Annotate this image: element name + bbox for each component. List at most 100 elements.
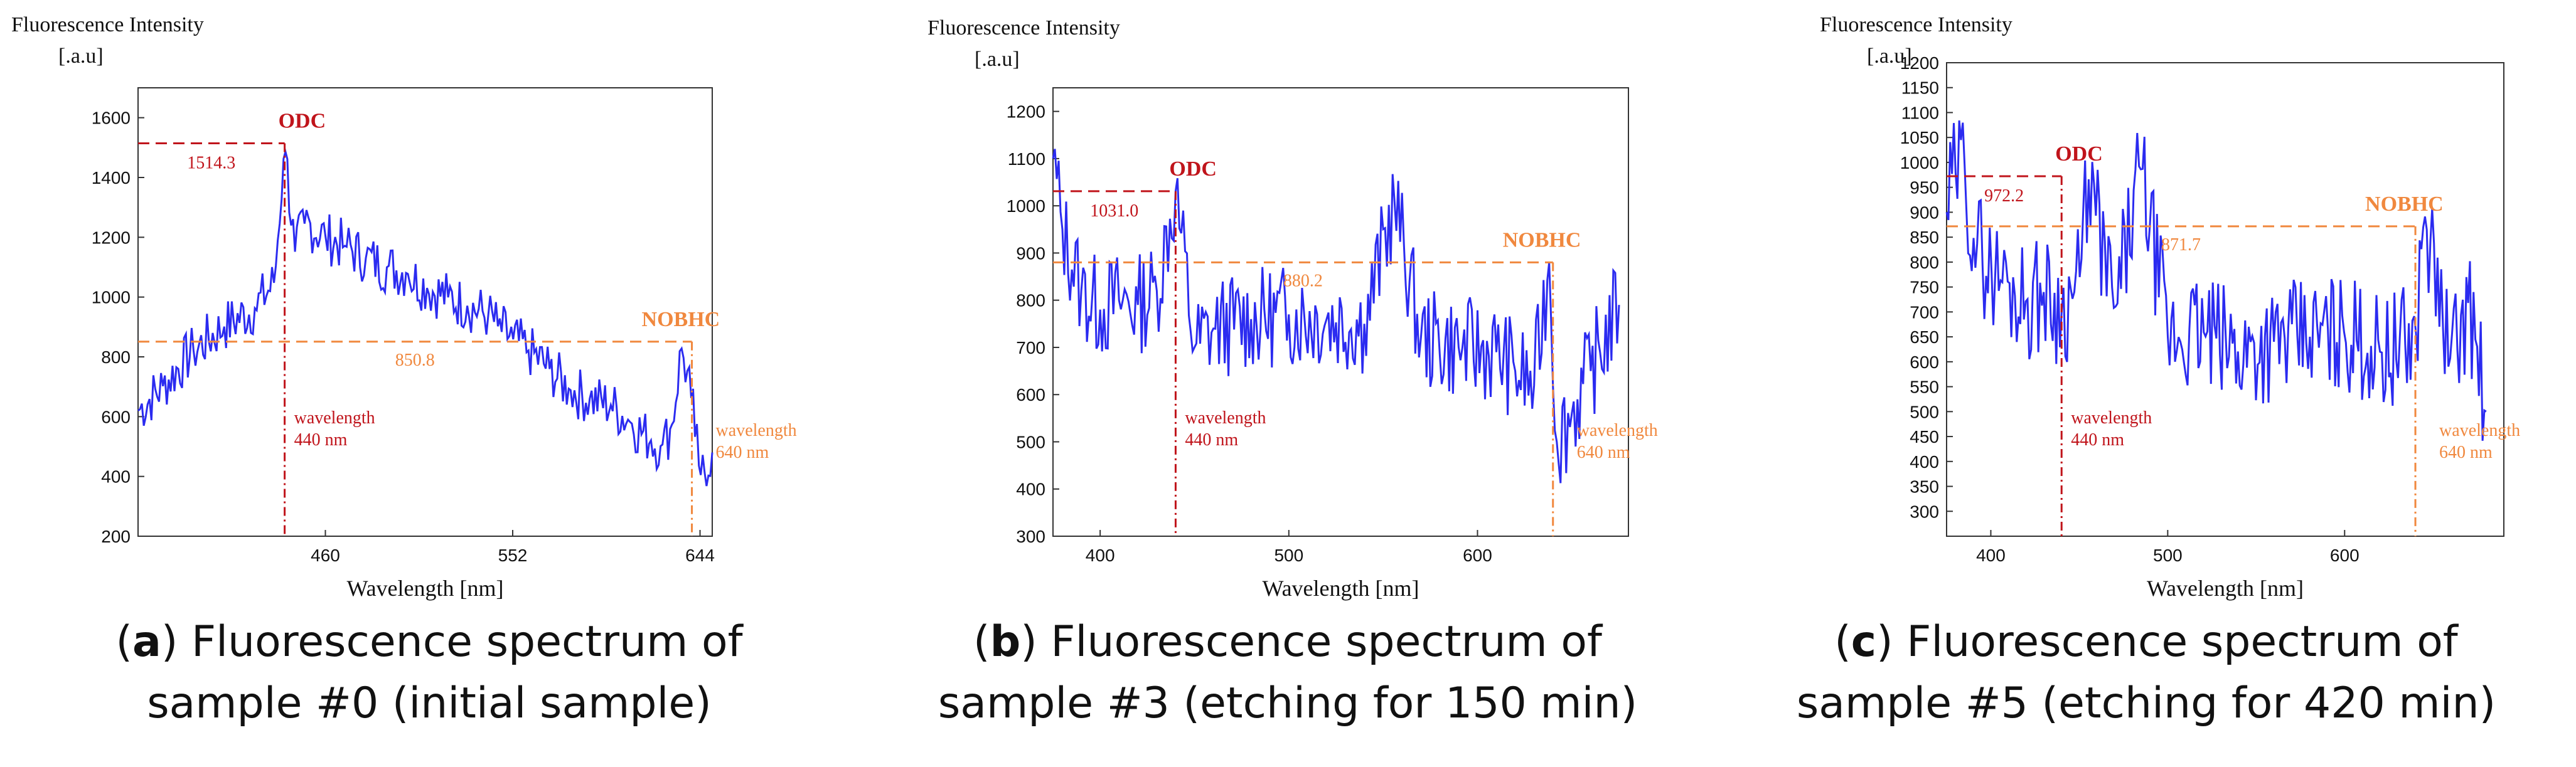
chart-b-y-axis-unit: [.a.u] <box>975 48 1020 71</box>
chart-a-x-axis-title: Wavelength [nm] <box>346 576 503 601</box>
chart-c-odc-label: ODC <box>2055 142 2103 166</box>
chart-c-y-tick-label-16: 1100 <box>1901 103 1939 122</box>
chart-b-nobhc-wavelength-text: wavelength <box>1577 421 1658 440</box>
chart-a-y-tick-label-1: 400 <box>101 467 131 487</box>
caption-c-letter: c <box>1851 617 1877 667</box>
caption-c-line1: Fluorescence spectrum of <box>1893 617 2458 667</box>
chart-a-x-tick-label-2: 644 <box>685 546 715 565</box>
chart-c-nobhc-wavelength-value: 640 nm <box>2439 443 2493 462</box>
chart-c-y-tick-label-18: 1200 <box>1900 53 1939 73</box>
chart-b-y-tick-label-6: 900 <box>1016 243 1045 263</box>
chart-b-y-axis-title: Fluorescence Intensity <box>927 16 1120 40</box>
chart-b-y-tick-label-8: 1100 <box>1008 149 1045 169</box>
chart-c-x-tick-label-0: 400 <box>1976 546 2006 565</box>
chart-c-y-tick-label-3: 450 <box>1910 427 1939 447</box>
chart-b-x-axis-title: Wavelength [nm] <box>1262 576 1419 601</box>
chart-b-odc-value-label: 1031.0 <box>1090 201 1138 221</box>
chart-c-x-axis-title: Wavelength [nm] <box>2147 576 2304 601</box>
chart-a-y-tick-label-0: 200 <box>101 527 131 546</box>
chart-c-y-tick-label-12: 900 <box>1910 203 1939 222</box>
chart-c-y-tick-label-9: 750 <box>1910 278 1939 297</box>
chart-a-odc-wavelength-value: 440 nm <box>294 430 348 450</box>
chart-a-plot-frame <box>137 87 713 537</box>
chart-c-y-tick-label-5: 550 <box>1910 378 1939 397</box>
caption-c-close: ) <box>1876 617 1893 667</box>
chart-b-y-tick-label-7: 1000 <box>1007 196 1045 216</box>
chart-b-x-tick-label-1: 500 <box>1274 546 1303 565</box>
chart-a-y-tick-label-4: 1000 <box>92 288 131 307</box>
chart-c-y-tick-label-13: 950 <box>1910 178 1939 198</box>
chart-a-odc-value-label: 1514.3 <box>187 154 235 173</box>
caption-b: (b) Fluorescence spectrum of sample #3 (… <box>858 611 1717 756</box>
chart-c-y-tick-label-17: 1150 <box>1901 78 1939 98</box>
chart-c-y-tick-label-4: 500 <box>1910 402 1939 421</box>
chart-a-y-axis-unit: [.a.u] <box>58 45 104 68</box>
chart-c-y-tick-label-8: 700 <box>1910 302 1939 322</box>
chart-c-y-axis-title: Fluorescence Intensity <box>1820 13 2012 36</box>
caption-a-line1: Fluorescence spectrum of <box>178 617 743 667</box>
chart-c-y-tick-label-6: 600 <box>1910 352 1939 372</box>
chart-a-nobhc-label: NOBHC <box>642 308 720 331</box>
chart-a-x-tick-label-0: 460 <box>311 546 340 565</box>
chart-c-nobhc-value-label: 871.7 <box>2161 235 2201 255</box>
chart-c-odc-wavelength-text: wavelength <box>2071 408 2152 428</box>
chart-c-y-axis-unit: [.a.u] <box>1867 45 1912 68</box>
chart-a-odc-wavelength-text: wavelength <box>294 408 375 428</box>
caption-a-line2: sample #0 (initial sample) <box>147 679 712 728</box>
chart-b-nobhc-value-label: 880.2 <box>1283 271 1323 290</box>
caption-a: (a) Fluorescence spectrum of sample #0 (… <box>0 611 858 756</box>
chart-b-y-tick-label-9: 1200 <box>1007 102 1045 122</box>
caption-b-line2: sample #3 (etching for 150 min) <box>938 679 1638 728</box>
chart-a-y-tick-label-5: 1200 <box>92 228 131 247</box>
chart-b-x-tick-label-2: 600 <box>1463 546 1492 565</box>
caption-b-close: ) <box>1020 617 1037 667</box>
chart-a-nobhc-wavelength-value: 640 nm <box>716 443 769 462</box>
chart-a-y-axis-title: Fluorescence Intensity <box>11 13 204 36</box>
chart-a-odc-label: ODC <box>279 110 326 133</box>
caption-a-open: ( <box>115 617 132 667</box>
chart-c-spectrum-line <box>1945 120 2487 441</box>
caption-a-letter: a <box>132 617 161 667</box>
chart-b-plot-frame <box>1052 87 1629 537</box>
chart-b-odc-wavelength-value: 440 nm <box>1185 430 1238 450</box>
caption-c-line2: sample #5 (etching for 420 min) <box>1796 679 2496 728</box>
chart-b-spectrum-line <box>1052 149 1620 484</box>
chart-c-y-tick-label-0: 300 <box>1910 502 1939 521</box>
caption-a-close: ) <box>161 617 178 667</box>
chart-c-y-tick-label-10: 800 <box>1910 253 1939 272</box>
caption-b-line1: Fluorescence spectrum of <box>1037 617 1602 667</box>
caption-b-open: ( <box>973 617 990 667</box>
caption-c: (c) Fluorescence spectrum of sample #5 (… <box>1717 611 2575 756</box>
chart-b-y-tick-label-2: 500 <box>1016 432 1045 452</box>
chart-c-y-tick-label-15: 1050 <box>1900 128 1939 147</box>
chart-b-y-tick-label-3: 600 <box>1016 385 1045 405</box>
caption-c-open: ( <box>1834 617 1851 667</box>
chart-c-nobhc-wavelength-text: wavelength <box>2439 421 2520 440</box>
chart-b-nobhc-label: NOBHC <box>1503 228 1581 251</box>
chart-b-odc-label: ODC <box>1169 157 1217 181</box>
chart-a-y-tick-label-7: 1600 <box>92 108 131 128</box>
chart-a-x-tick-label-1: 552 <box>498 546 528 565</box>
chart-b-y-tick-label-1: 400 <box>1016 480 1045 499</box>
chart-c-x-tick-label-1: 500 <box>2153 546 2183 565</box>
chart-c-y-tick-label-7: 650 <box>1910 327 1939 347</box>
chart-a-y-tick-label-6: 1400 <box>92 168 131 188</box>
chart-b-y-tick-label-5: 800 <box>1016 291 1045 310</box>
chart-b-odc-wavelength-text: wavelength <box>1185 408 1266 428</box>
chart-c-y-tick-label-11: 850 <box>1910 228 1939 247</box>
chart-c-plot-frame <box>1946 62 2504 537</box>
chart-a-y-tick-label-3: 800 <box>101 347 131 367</box>
chart-c-x-tick-label-2: 600 <box>2330 546 2360 565</box>
chart-a-y-tick-label-2: 600 <box>101 407 131 426</box>
chart-c-y-tick-label-14: 1000 <box>1900 153 1939 172</box>
chart-b-y-tick-label-4: 700 <box>1016 338 1045 357</box>
chart-c-nobhc-label: NOBHC <box>2365 193 2444 216</box>
chart-c-odc-value-label: 972.2 <box>1984 186 2024 206</box>
chart-c-odc-wavelength-value: 440 nm <box>2071 430 2124 450</box>
chart-a-nobhc-wavelength-text: wavelength <box>716 421 797 440</box>
caption-b-letter: b <box>990 617 1021 667</box>
chart-a-spectrum-line <box>137 147 713 487</box>
chart-b-x-tick-label-0: 400 <box>1086 546 1115 565</box>
chart-b-y-tick-label-0: 300 <box>1016 527 1045 546</box>
chart-a-nobhc-value-label: 850.8 <box>395 351 435 370</box>
